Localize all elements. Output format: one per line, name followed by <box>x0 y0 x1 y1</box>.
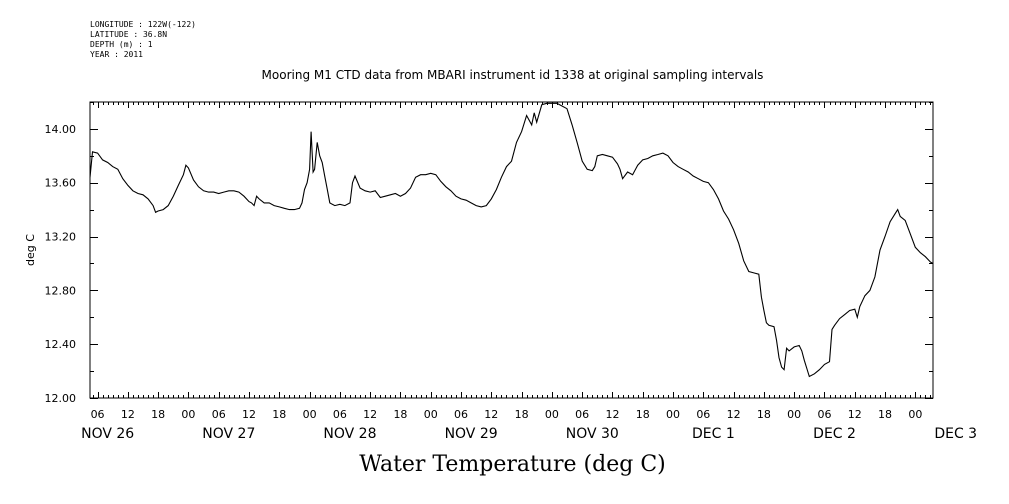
x-day-label: NOV 29 <box>445 426 498 442</box>
x-tick-label: 12 <box>363 408 377 421</box>
y-tick-label: 14.00 <box>45 123 77 136</box>
x-tick-label: 12 <box>121 408 135 421</box>
x-tick-label: 06 <box>696 408 710 421</box>
x-day-label: DEC 3 <box>934 426 977 442</box>
x-tick-label: 00 <box>424 408 438 421</box>
x-day-label: NOV 28 <box>323 426 376 442</box>
x-tick-label: 06 <box>91 408 105 421</box>
x-tick-label: 00 <box>181 408 195 421</box>
y-axis-title: deg C <box>24 234 37 266</box>
x-day-label: NOV 30 <box>566 426 619 442</box>
x-tick-label: 00 <box>787 408 801 421</box>
x-tick-label: 18 <box>878 408 892 421</box>
y-tick-label: 13.60 <box>45 177 77 190</box>
x-tick-label: 00 <box>908 408 922 421</box>
y-tick-marks <box>90 102 933 399</box>
x-tick-label: 12 <box>605 408 619 421</box>
x-day-label: DEC 1 <box>692 426 735 442</box>
x-tick-label: 00 <box>666 408 680 421</box>
x-tick-label: 18 <box>393 408 407 421</box>
x-day-label: NOV 27 <box>202 426 255 442</box>
y-tick-label: 12.40 <box>45 338 77 351</box>
year-text: YEAR : 2011 <box>90 50 143 59</box>
x-tick-label: 12 <box>484 408 498 421</box>
y-tick-label: 12.00 <box>45 392 77 405</box>
latitude-text: LATITUDE : 36.8N <box>90 30 168 39</box>
metadata-block: LONGITUDE : 122W(-122) LATITUDE : 36.8N … <box>90 20 196 60</box>
x-tick-label: 00 <box>545 408 559 421</box>
longitude-text: LONGITUDE : 122W(-122) <box>90 20 196 29</box>
x-day-label: DEC 2 <box>813 426 856 442</box>
x-tick-label: 06 <box>212 408 226 421</box>
x-tick-label: 18 <box>757 408 771 421</box>
x-tick-label: 18 <box>515 408 529 421</box>
series-line <box>89 102 934 378</box>
x-tick-label: 12 <box>242 408 256 421</box>
x-tick-label: 18 <box>272 408 286 421</box>
x-axis-title: Water Temperature (deg C) <box>359 452 666 477</box>
chart-title-wrap: Mooring M1 CTD data from MBARI instrumen… <box>0 68 1009 82</box>
plot-frame <box>89 101 934 399</box>
x-tick-label: 06 <box>817 408 831 421</box>
x-tick-marks <box>93 102 931 398</box>
y-tick-label: 12.80 <box>45 284 77 297</box>
x-tick-label: 12 <box>848 408 862 421</box>
y-tick-label: 13.20 <box>45 231 77 244</box>
x-day-label: NOV 26 <box>81 426 134 442</box>
x-axis-title-wrap: Water Temperature (deg C) <box>0 452 1009 477</box>
x-tick-label: 06 <box>333 408 347 421</box>
chart-title: Mooring M1 CTD data from MBARI instrumen… <box>261 68 764 82</box>
x-tick-label: 06 <box>575 408 589 421</box>
x-tick-label: 18 <box>636 408 650 421</box>
x-tick-label: 00 <box>303 408 317 421</box>
depth-text: DEPTH (m) : 1 <box>90 40 153 49</box>
x-tick-label: 06 <box>454 408 468 421</box>
x-tick-label: 12 <box>727 408 741 421</box>
x-tick-label: 18 <box>151 408 165 421</box>
